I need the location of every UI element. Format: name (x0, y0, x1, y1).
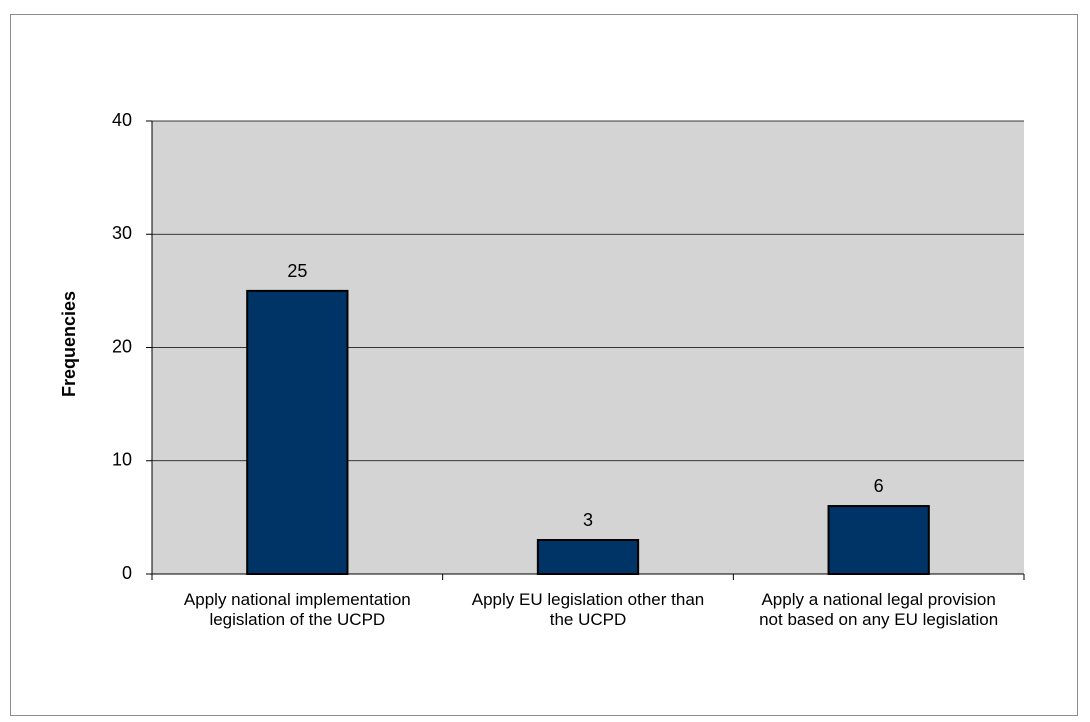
y-axis-label: Frequencies (59, 291, 79, 397)
data-label: 3 (583, 510, 593, 530)
data-label: 6 (874, 476, 884, 496)
data-label: 25 (287, 261, 307, 281)
y-tick-label: 30 (112, 223, 132, 243)
y-tick-label: 20 (112, 336, 132, 356)
labels: 0 10 20 30 40 25 3 6 (112, 110, 884, 583)
bars (246, 289, 930, 576)
x-category-label: Apply national implementation legislatio… (183, 590, 411, 629)
bar (827, 505, 930, 575)
y-tick-label: 0 (122, 563, 132, 583)
x-category-label: Apply a national legal provision not bas… (759, 590, 999, 629)
y-tick-label: 10 (112, 450, 132, 470)
bar (536, 539, 640, 576)
y-tick-label: 40 (112, 110, 132, 130)
x-category-label: Apply EU legislation other than the UCPD (471, 590, 705, 629)
bar (246, 289, 349, 575)
